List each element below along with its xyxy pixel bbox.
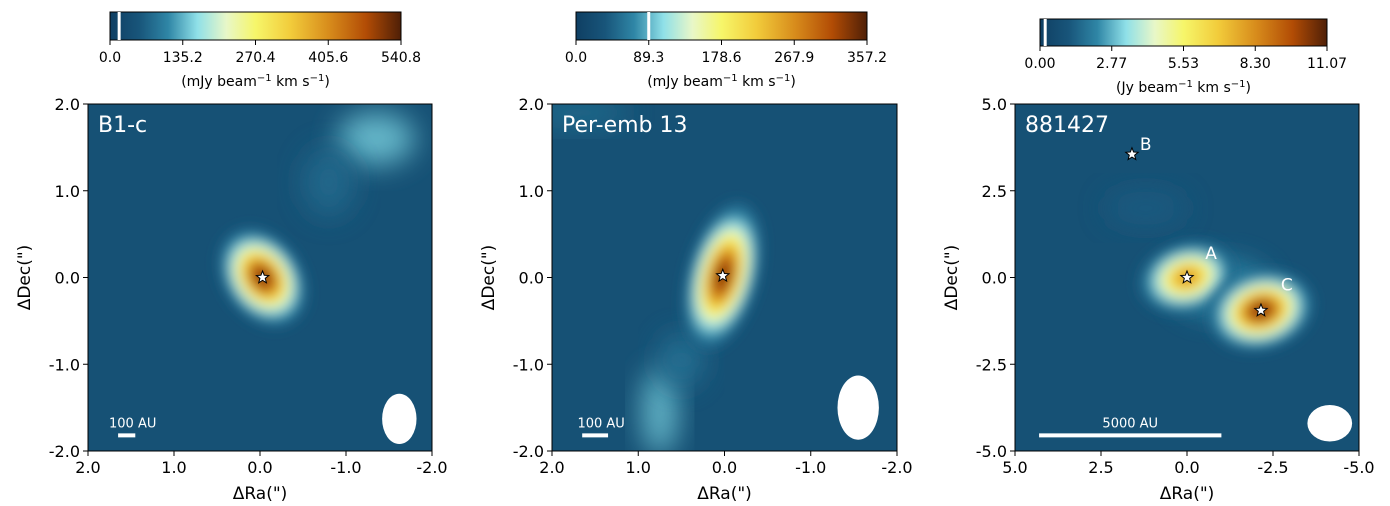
y-tick-label: -1.0 (49, 355, 80, 374)
colorbar-b1c-label: (mJy beam−1 km s−1) (181, 73, 330, 91)
colorbar-b1c: 0.0 135.2 270.4 405.6 540.8 (mJy beam−1 km s… (99, 11, 421, 91)
x-tick-label: -5.0 (1343, 458, 1374, 477)
y-axis-label: ΔDec(") (15, 245, 35, 311)
colorbar-tick-label: 135.2 (163, 50, 203, 66)
x-axis-label: ΔRa(") (697, 484, 752, 504)
colorbar-tick-label: 2.77 (1096, 56, 1127, 72)
y-axis-label: ΔDec(") (942, 245, 962, 311)
colorbar-881427: 0.00 2.77 5.53 8.30 11.07 (Jy beam−1 km s−1) (1024, 18, 1347, 97)
y-tick-label: -2.0 (49, 442, 80, 461)
colorbar-881427-label: (Jy beam−1 km s−1) (1116, 79, 1251, 97)
source-label: B (1140, 135, 1152, 155)
y-tick-label: 0.0 (55, 269, 80, 288)
x-tick-label: 2.0 (75, 458, 100, 477)
x-tick-label: -2.5 (1257, 458, 1288, 477)
colorbar-tick-label: 0.0 (565, 50, 587, 66)
y-tick-label: -2.0 (513, 442, 544, 461)
colorbar-per-emb-13: 0.0 89.3 178.6 267.9 357.2 (mJy beam−1 km s−… (565, 11, 887, 91)
y-tick-label: 0.0 (982, 269, 1007, 288)
source-star-marker (1124, 146, 1140, 161)
map-image: 100 AU B1-c (88, 104, 432, 451)
y-tick-label: 1.0 (55, 182, 80, 201)
x-tick-label: -2.0 (881, 458, 912, 477)
y-tick-label: -2.5 (976, 355, 1007, 374)
source-star-marker (255, 269, 271, 284)
x-tick-label: -1.0 (795, 458, 826, 477)
x-tick-label: 1.0 (626, 458, 651, 477)
colorbar-tick-label: 0.00 (1024, 56, 1055, 72)
diffuse-emission (303, 147, 355, 217)
beam-ellipse (837, 375, 879, 440)
panel-label: Per-emb 13 (562, 113, 688, 138)
scale-bar-label: 100 AU (109, 416, 156, 431)
colorbar-tick-label: 540.8 (381, 50, 421, 66)
y-tick-label: 1.0 (519, 182, 544, 201)
source-star-marker (715, 267, 731, 283)
source-star-marker (1253, 302, 1269, 317)
diffuse-emission (642, 368, 678, 451)
colorbar-tick-label: 89.3 (633, 50, 664, 66)
diffuse-emission (552, 104, 630, 126)
colorbar-tick-label: 5.53 (1168, 56, 1199, 72)
colorbar-tick-label: 405.6 (308, 50, 348, 66)
x-tick-label: 2.5 (1088, 458, 1113, 477)
colorbar-tick-label: 11.07 (1307, 56, 1347, 72)
x-tick-label: 0.0 (1174, 458, 1199, 477)
panel-label: B1-c (98, 113, 147, 138)
source-label: C (1281, 275, 1293, 295)
y-tick-label: 2.0 (55, 95, 80, 114)
x-tick-label: 0.0 (712, 458, 737, 477)
y-tick-label: 5.0 (982, 95, 1007, 114)
y-tick-label: 2.0 (519, 95, 544, 114)
x-tick-label: 5.0 (1002, 458, 1027, 477)
y-axis-label: ΔDec(") (479, 245, 499, 311)
source-label: A (1205, 244, 1217, 264)
x-axis-label: ΔRa(") (233, 484, 288, 504)
diffuse-emission (659, 333, 703, 386)
map-image: 5000 AU 881427 A C B (1015, 104, 1359, 451)
colorbar-tick-label: 178.6 (701, 50, 741, 66)
diffuse-emission (337, 112, 415, 165)
colorbar-tick-label: 267.9 (774, 50, 814, 66)
y-tick-label: -5.0 (976, 442, 1007, 461)
x-axis-label: ΔRa(") (1160, 484, 1215, 504)
colorbar-tick-label: 270.4 (235, 50, 275, 66)
diffuse-emission (1104, 190, 1187, 226)
scale-bar-label: 5000 AU (1102, 416, 1158, 431)
y-tick-label: -1.0 (513, 355, 544, 374)
x-tick-label: 0.0 (247, 458, 272, 477)
panel-881427: 0.00 2.77 5.53 8.30 11.07 (Jy beam−1 km s−1)… (942, 18, 1375, 504)
x-tick-label: 2.0 (539, 458, 564, 477)
map-image: 100 AU Per-emb 13 (552, 104, 897, 451)
colorbar-881427-gradient (1039, 18, 1328, 47)
beam-ellipse (382, 393, 417, 445)
scale-bar-label: 100 AU (577, 416, 624, 431)
y-tick-label: 0.0 (519, 269, 544, 288)
panel-b1c: 0.0 135.2 270.4 405.6 540.8 (mJy beam−1 km s… (15, 11, 448, 504)
panel-per-emb-13: 0.0 89.3 178.6 267.9 357.2 (mJy beam−1 km s−… (479, 11, 913, 504)
y-tick-label: 2.5 (982, 182, 1007, 201)
x-tick-label: -1.0 (330, 458, 361, 477)
x-tick-label: -2.0 (416, 458, 447, 477)
colorbar-tick-label: 0.0 (99, 50, 121, 66)
x-tick-label: 1.0 (161, 458, 186, 477)
beam-ellipse (1307, 405, 1353, 442)
colorbar-per-emb-13-gradient (575, 11, 868, 41)
colorbar-b1c-gradient (109, 11, 402, 41)
colorbar-tick-label: 8.30 (1240, 56, 1271, 72)
panel-label: 881427 (1025, 113, 1109, 138)
colorbar-per-emb-13-label: (mJy beam−1 km s−1) (647, 73, 796, 91)
source-star-marker (1179, 269, 1195, 284)
colorbar-tick-label: 357.2 (847, 50, 887, 66)
